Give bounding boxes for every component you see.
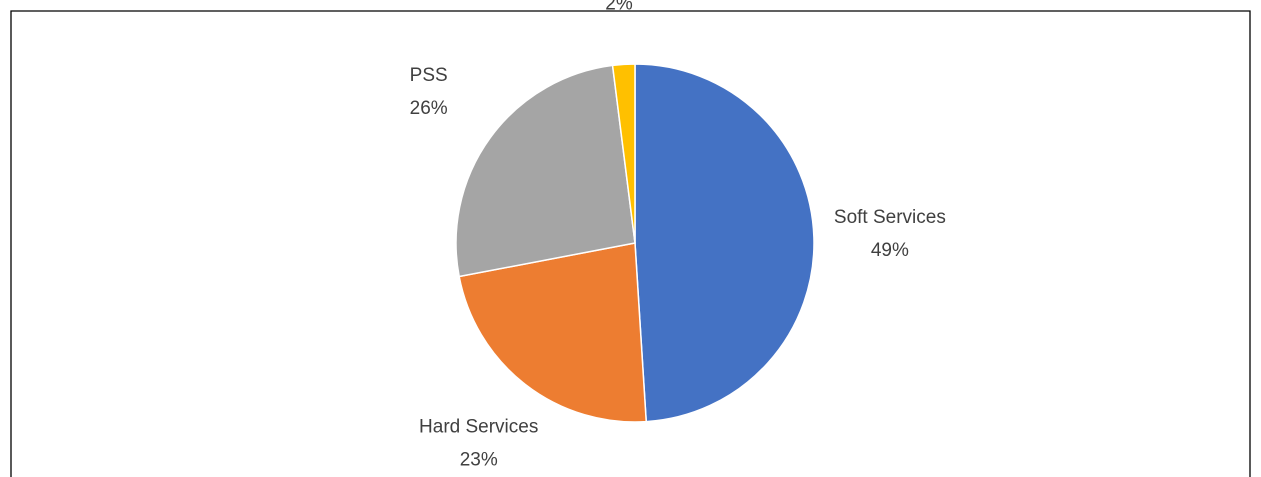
slice-value-label: 23% (460, 450, 498, 471)
pie-slice (611, 63, 636, 244)
slice-value-label: 2% (605, 0, 633, 15)
slice-label: PSS (410, 65, 448, 86)
pie-slice (458, 242, 648, 423)
slice-label: Soft Services (834, 207, 946, 228)
pie-slice (634, 63, 815, 423)
slice-value-label: 49% (871, 240, 909, 261)
slice-value-label: 26% (410, 98, 448, 119)
pie-slice (455, 64, 636, 278)
chart-frame (10, 10, 1251, 477)
slice-label: Hard Services (419, 417, 538, 438)
